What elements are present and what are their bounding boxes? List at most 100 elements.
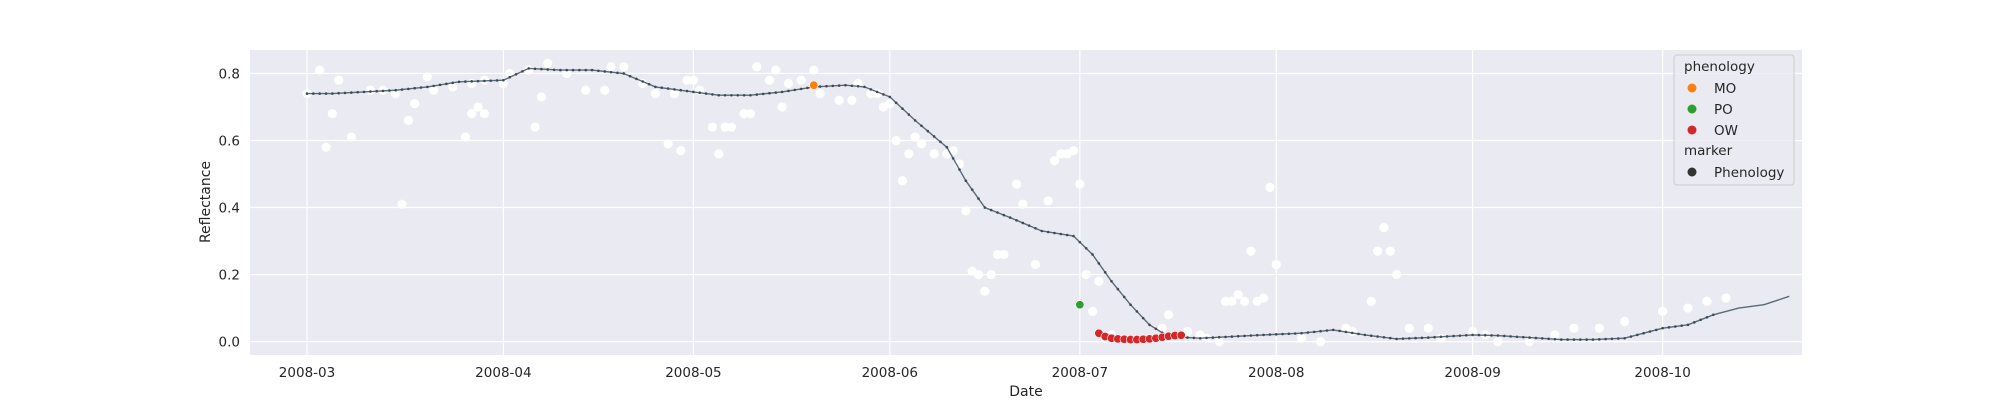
raw-observation-point bbox=[973, 269, 984, 280]
smoothed-line-point bbox=[1338, 329, 1341, 333]
smoothed-line-point bbox=[641, 80, 645, 83]
smoothed-line-point bbox=[1515, 335, 1519, 339]
smoothed-line-point bbox=[825, 84, 828, 88]
smoothed-line-point bbox=[920, 124, 923, 128]
raw-observation-point bbox=[777, 102, 787, 112]
smoothed-line-point bbox=[1439, 335, 1443, 339]
smoothed-line-point bbox=[1300, 331, 1303, 335]
smoothed-line-point bbox=[1414, 336, 1417, 340]
raw-observation-point bbox=[346, 132, 356, 142]
raw-observation-point bbox=[1315, 336, 1326, 347]
raw-observation-point bbox=[1366, 296, 1376, 306]
raw-observation-point bbox=[1525, 336, 1535, 347]
raw-observation-point bbox=[948, 145, 958, 156]
smoothed-line-point bbox=[1262, 333, 1265, 337]
legend-hue-title: phenology bbox=[1684, 59, 1755, 75]
smoothed-line-point bbox=[1287, 332, 1291, 336]
smoothed-line-point bbox=[888, 95, 892, 99]
legend-po-label: PO bbox=[1714, 102, 1733, 118]
raw-observation-point bbox=[1043, 196, 1053, 206]
smoothed-line-point bbox=[1597, 338, 1601, 341]
smoothed-line-point bbox=[894, 101, 898, 105]
smoothed-line-point bbox=[1661, 326, 1664, 330]
smoothed-line-point bbox=[780, 90, 784, 94]
legend-ow-marker bbox=[1687, 125, 1697, 135]
raw-observation-point bbox=[809, 65, 819, 75]
smoothed-line-point bbox=[660, 86, 664, 90]
smoothed-line-point bbox=[407, 87, 410, 91]
raw-observation-point bbox=[1379, 223, 1389, 233]
smoothed-line-point bbox=[635, 77, 638, 81]
raw-observation-point bbox=[739, 109, 749, 119]
smoothed-line-point bbox=[901, 107, 904, 110]
raw-observation-point bbox=[467, 109, 477, 119]
raw-observation-point bbox=[961, 206, 971, 216]
x-tick-label: 2008-06 bbox=[862, 365, 918, 381]
legend-ow-label: OW bbox=[1714, 123, 1738, 139]
smoothed-line-point bbox=[1572, 338, 1576, 341]
raw-observation-point bbox=[650, 88, 661, 99]
smoothed-line-point bbox=[1268, 333, 1272, 336]
smoothed-line-point bbox=[1084, 247, 1088, 250]
smoothed-line-point bbox=[1008, 216, 1012, 219]
raw-observation-point bbox=[885, 99, 895, 109]
smoothed-line-point bbox=[1502, 334, 1506, 338]
x-tick-label: 2008-04 bbox=[475, 365, 531, 381]
smoothed-line-point bbox=[1040, 229, 1044, 233]
legend-marker-title: marker bbox=[1684, 143, 1733, 159]
smoothed-line bbox=[305, 67, 1790, 341]
smoothed-line-point bbox=[616, 71, 619, 75]
raw-observation-point bbox=[866, 88, 876, 99]
smoothed-line-point bbox=[1255, 333, 1259, 337]
smoothed-line-point bbox=[1319, 329, 1322, 333]
smoothed-line-point bbox=[1388, 336, 1392, 340]
y-tick-label: 0.8 bbox=[219, 66, 240, 82]
smoothed-line-point bbox=[1186, 336, 1189, 339]
smoothed-line-point bbox=[1350, 331, 1354, 335]
smoothed-line-point bbox=[1211, 336, 1215, 339]
smoothed-line-point bbox=[723, 93, 727, 97]
raw-observation-point bbox=[688, 75, 699, 85]
raw-observation-point bbox=[847, 95, 857, 105]
smoothed-line-point bbox=[343, 91, 347, 95]
raw-observation-point bbox=[1056, 149, 1066, 159]
raw-observation-point bbox=[764, 75, 775, 85]
smoothed-line-point bbox=[1053, 231, 1056, 235]
smoothed-line-point bbox=[755, 93, 759, 96]
smoothed-line-point bbox=[552, 68, 556, 72]
smoothed-line-point bbox=[1699, 318, 1702, 322]
smoothed-line-point bbox=[939, 140, 942, 144]
smoothed-line-point bbox=[1559, 338, 1563, 341]
smoothed-line-point bbox=[1103, 271, 1107, 274]
smoothed-line-point bbox=[1452, 334, 1455, 338]
smoothed-line-point bbox=[1148, 323, 1151, 327]
smoothed-line-point bbox=[1110, 279, 1113, 283]
smoothed-line-point bbox=[502, 78, 505, 82]
raw-observation-point bbox=[1233, 290, 1243, 300]
smoothed-line-point bbox=[717, 93, 721, 97]
smoothed-line-point bbox=[413, 86, 417, 90]
smoothed-line-point bbox=[958, 168, 961, 171]
smoothed-line-point bbox=[1566, 338, 1569, 341]
smoothed-line-point bbox=[1154, 327, 1158, 331]
smoothed-line-point bbox=[1382, 336, 1386, 339]
smoothed-line-point bbox=[584, 68, 588, 72]
smoothed-line-point bbox=[1477, 333, 1481, 337]
raw-observation-point bbox=[543, 58, 553, 69]
smoothed-line-point bbox=[1363, 333, 1367, 337]
smoothed-line-point bbox=[1357, 332, 1360, 336]
smoothed-line-point bbox=[603, 70, 607, 73]
smoothed-line-point bbox=[926, 129, 930, 133]
raw-observation-point bbox=[1658, 306, 1668, 317]
raw-observation-point bbox=[726, 122, 737, 132]
phenology-point-mo bbox=[809, 80, 819, 90]
smoothed-line-point bbox=[559, 68, 562, 72]
raw-observation-point bbox=[745, 109, 756, 119]
smoothed-line-point bbox=[514, 72, 518, 76]
smoothed-line-point bbox=[913, 119, 917, 122]
raw-observation-point bbox=[536, 92, 546, 102]
raw-observation-point bbox=[1296, 333, 1307, 343]
raw-observation-point bbox=[904, 149, 914, 159]
raw-observation-point bbox=[448, 82, 458, 92]
smoothed-line-point bbox=[1312, 330, 1316, 334]
